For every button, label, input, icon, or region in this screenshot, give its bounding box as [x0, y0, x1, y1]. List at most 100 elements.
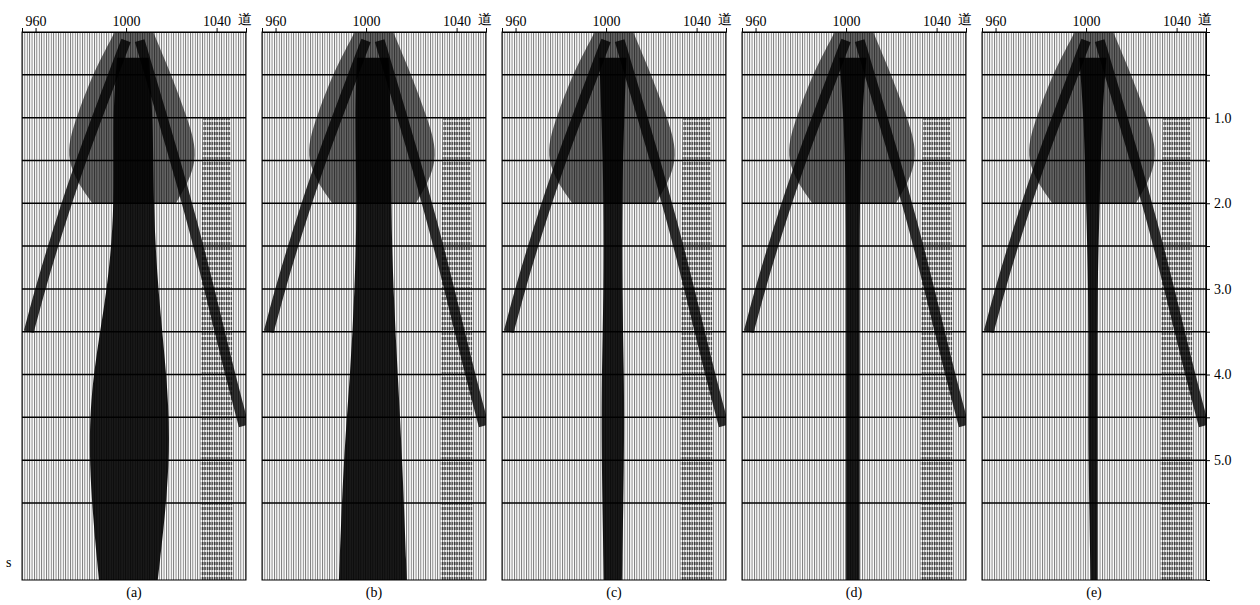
grid-line [982, 203, 1206, 205]
plot-area [982, 32, 1206, 580]
grid-line [22, 74, 246, 76]
linear-event [749, 41, 846, 332]
x-tick: 960 [26, 14, 47, 32]
grid-line [22, 288, 246, 290]
x-tick: 1000 [1073, 14, 1101, 32]
x-tick: 1040 [1163, 14, 1191, 32]
grid-line [982, 160, 1206, 162]
y-tick-mark [1206, 118, 1210, 119]
grid-line [22, 117, 246, 119]
central-noise-band [599, 58, 626, 580]
trace-background [742, 32, 966, 580]
trace-background [502, 32, 726, 580]
grid-line [982, 117, 1206, 119]
linear-event [860, 41, 964, 426]
y-tick-label: 1.0 [1214, 111, 1232, 126]
grid-line [22, 160, 246, 162]
panel-label: (a) [126, 585, 142, 601]
plot-area [22, 32, 246, 580]
x-tick: 1000 [593, 14, 621, 32]
y-tick-label: 3.0 [1214, 282, 1232, 297]
frame [22, 32, 246, 580]
y-axis: 1.02.03.04.05.0 [1206, 33, 1232, 581]
grid-line [262, 245, 486, 247]
x-tick-label: 1000 [113, 14, 141, 29]
grid-line [742, 502, 966, 504]
x-tick-label: 960 [986, 14, 1007, 29]
y-tick-label: 5.0 [1214, 453, 1232, 468]
x-axis-title: 道 [718, 12, 732, 27]
grid-line [982, 288, 1206, 290]
x-tick: 1040 [683, 14, 711, 32]
y-tick [1206, 503, 1210, 504]
x-axis-title: 道 [478, 12, 492, 27]
grid-line [22, 331, 246, 333]
grid-line [742, 459, 966, 461]
grid-line [262, 117, 486, 119]
y-tick: 5.0 [1206, 453, 1232, 468]
y-tick-mark [1206, 203, 1210, 204]
x-tick-label: 1040 [683, 14, 711, 29]
grid-line [502, 417, 726, 419]
trace-background [982, 32, 1206, 580]
grid-line [262, 374, 486, 376]
x-axis-title: 道 [238, 12, 252, 27]
grid-line [22, 203, 246, 205]
y-tick-mark [1206, 417, 1210, 418]
grid-line [742, 374, 966, 376]
panel-label: (c) [606, 585, 622, 601]
x-tick-label: 1000 [1073, 14, 1101, 29]
x-tick-label: 960 [506, 14, 527, 29]
grid-line [742, 160, 966, 162]
grid-line [742, 74, 966, 76]
y-tick-mark [1206, 503, 1210, 504]
y-tick-mark [1206, 332, 1210, 333]
grid-line [742, 245, 966, 247]
grid-line [22, 245, 246, 247]
axis-line [1207, 33, 1211, 581]
central-noise-band [90, 58, 169, 580]
plot-area [262, 32, 486, 580]
x-tick: 960 [986, 14, 1007, 32]
panel-label: (b) [366, 585, 383, 601]
frame [502, 32, 726, 580]
frame [742, 32, 966, 580]
x-axis: 96010001040 [23, 14, 247, 33]
x-axis: 960 1000 1040 [503, 14, 727, 33]
y-tick: 1.0 [1206, 111, 1232, 126]
grid-line [742, 331, 966, 333]
grid-line [262, 459, 486, 461]
linear-event [620, 41, 724, 426]
grid-line [982, 331, 1206, 333]
x-tick: 1000 [833, 14, 861, 32]
y-tick-mark [1206, 375, 1210, 376]
y-tick [1206, 332, 1210, 333]
grid-line [502, 245, 726, 247]
x-axis: 96010001040 [263, 14, 487, 33]
trace-background [262, 32, 486, 580]
grid-line [502, 203, 726, 205]
plot-area [502, 32, 726, 580]
panel: 96010001040道(a) [22, 12, 252, 601]
grid-line [22, 374, 246, 376]
frame [982, 32, 1206, 580]
x-tick: 1040 [443, 14, 471, 32]
x-tick-label: 1000 [833, 14, 861, 29]
central-noise-band [339, 58, 407, 580]
grid-line [742, 203, 966, 205]
y-axis-title: s [6, 555, 11, 570]
grid-line [22, 417, 246, 419]
grid-line [742, 417, 966, 419]
grid-line [982, 374, 1206, 376]
x-tick-label: 1000 [353, 14, 381, 29]
frame [262, 32, 486, 580]
y-tick-mark [1206, 160, 1210, 161]
grid-line [262, 502, 486, 504]
trace-background [22, 32, 246, 580]
panel: 96010001040道(b) [262, 12, 492, 601]
x-tick-label: 1000 [593, 14, 621, 29]
figure: 960 1000 1040 道 (a) 960 1000 1040 道 (b) 960 1000 104… [0, 0, 1260, 605]
y-tick: 4.0 [1206, 367, 1232, 382]
x-tick-label: 960 [746, 14, 767, 29]
grid-line [742, 288, 966, 290]
